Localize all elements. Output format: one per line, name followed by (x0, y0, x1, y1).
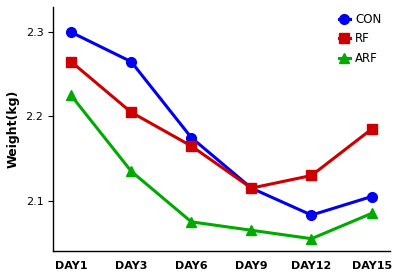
RF (309, 174, 314, 177)
Line: CON: CON (66, 27, 376, 220)
Line: ARF: ARF (66, 91, 376, 244)
CON (129, 60, 134, 63)
ARF (69, 94, 74, 97)
CON (69, 31, 74, 34)
ARF (249, 229, 254, 232)
Legend: CON, RF, ARF: CON, RF, ARF (336, 10, 384, 67)
RF (129, 111, 134, 114)
RF (369, 128, 374, 131)
ARF (369, 212, 374, 215)
CON (369, 195, 374, 198)
ARF (129, 170, 134, 173)
RF (249, 187, 254, 190)
RF (69, 60, 74, 63)
CON (189, 136, 194, 139)
Y-axis label: Weight(kg): Weight(kg) (7, 90, 20, 168)
ARF (189, 220, 194, 224)
ARF (309, 237, 314, 240)
CON (249, 187, 254, 190)
Line: RF: RF (66, 57, 376, 193)
CON (309, 214, 314, 217)
RF (189, 144, 194, 148)
